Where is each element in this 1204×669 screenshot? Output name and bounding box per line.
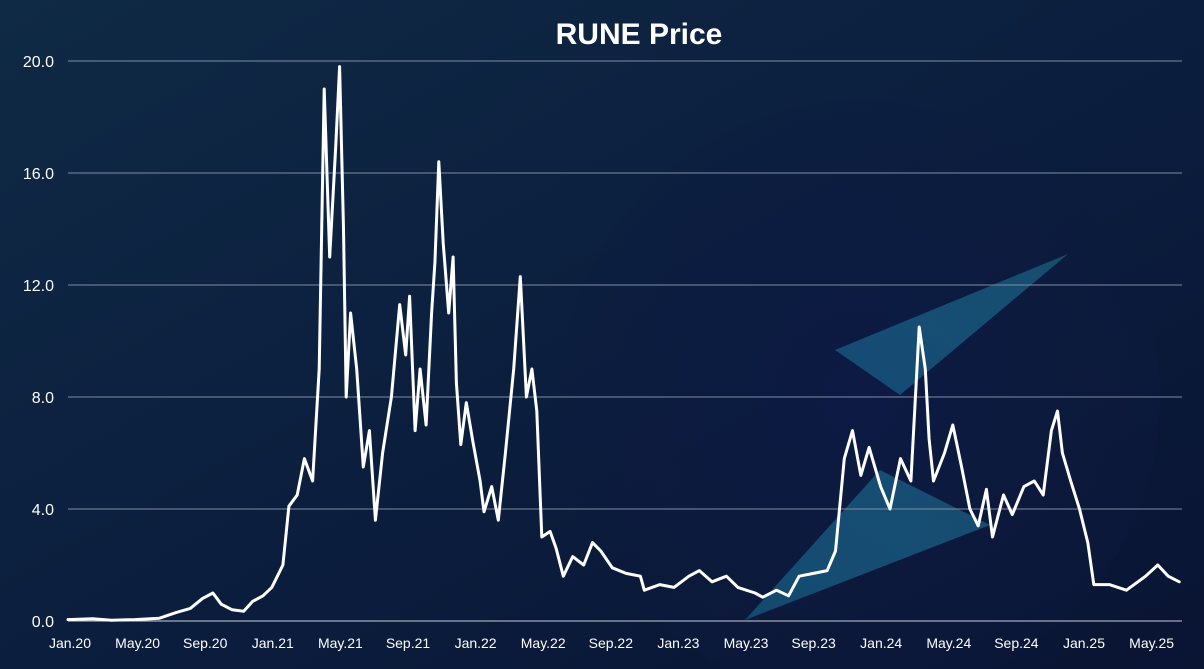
x-tick-label: Sep.21: [386, 635, 431, 651]
x-tick-label: Jan.20: [49, 635, 91, 651]
price-series: [66, 65, 1181, 622]
y-axis-tick-labels: 0.0 4.0 8.0 12.0 16.0 20.0: [23, 54, 54, 631]
x-tick-label: Sep.20: [183, 635, 228, 651]
x-tick-label: Sep.24: [994, 635, 1039, 651]
x-tick-label: Sep.22: [589, 635, 634, 651]
y-tick-label: 20.0: [23, 54, 54, 71]
y-tick-label: 8.0: [32, 390, 54, 407]
x-tick-label: Jan.23: [657, 635, 699, 651]
y-tick-label: 12.0: [23, 278, 54, 295]
y-tick-label: 4.0: [32, 502, 54, 519]
x-tick-label: May.25: [1129, 635, 1174, 651]
x-tick-label: Jan.25: [1063, 635, 1105, 651]
x-axis-tick-labels: Jan.20 May.20 Sep.20 Jan.21 May.21 Sep.21 Jan.…: [49, 635, 1174, 651]
x-tick-label: May.23: [724, 635, 769, 651]
x-tick-label: May.21: [318, 635, 363, 651]
x-tick-label: Jan.24: [860, 635, 902, 651]
x-tick-label: Jan.21: [252, 635, 294, 651]
thorchain-watermark-logo: [560, 100, 1160, 669]
x-tick-label: Sep.23: [791, 635, 836, 651]
series-line: [66, 65, 1181, 622]
x-tick-label: May.24: [926, 635, 971, 651]
x-tick-label: Jan.22: [455, 635, 497, 651]
gridlines: [68, 60, 1182, 622]
y-tick-label: 0.0: [32, 614, 54, 631]
x-tick-label: May.22: [521, 635, 566, 651]
chart-title: RUNE Price: [556, 18, 723, 51]
x-tick-label: May.20: [115, 635, 160, 651]
y-tick-label: 16.0: [23, 166, 54, 183]
